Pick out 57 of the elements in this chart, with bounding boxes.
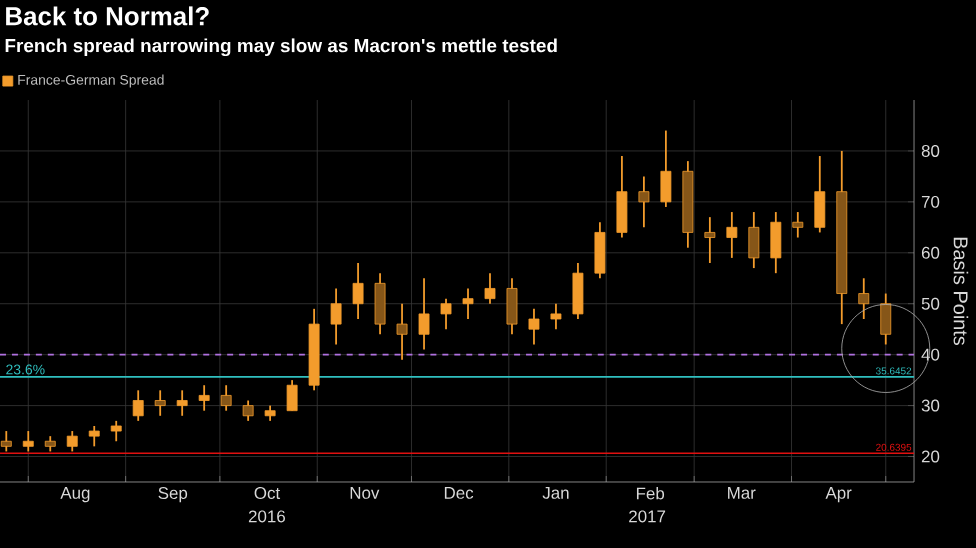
candlestick: [726, 211, 738, 259]
y-tick-label: 30: [921, 399, 940, 412]
candlestick: [528, 307, 540, 346]
candlestick: [704, 216, 716, 264]
candlestick: [330, 287, 342, 346]
candlestick: [110, 419, 122, 443]
candlestick: [154, 389, 166, 417]
candlestick: [88, 425, 100, 448]
candlestick: [550, 302, 562, 331]
x-tick-label: Feb: [636, 487, 665, 500]
candlestick: [594, 221, 606, 280]
candlestick: [176, 389, 188, 417]
candlestick: [858, 277, 870, 320]
candlestick: [418, 277, 430, 351]
y-tick-label: 70: [921, 195, 940, 208]
y-axis-title: Basis Points: [953, 237, 969, 346]
x-tick-label: Mar: [728, 487, 756, 499]
candlestick: [484, 272, 496, 305]
x-tick-label: Dec: [444, 487, 474, 499]
candlestick: [440, 297, 452, 331]
candlestick: [396, 302, 408, 361]
candlestick: [286, 379, 298, 412]
x-tick-label: Sep: [158, 487, 188, 503]
candlestick: [792, 211, 804, 239]
x-tick-label: Oct: [254, 487, 281, 500]
y-tick-label: 80: [921, 144, 940, 157]
candlestick: [242, 399, 254, 422]
x-tick-label: Nov: [350, 487, 380, 499]
candlestick: [506, 277, 518, 336]
candlestick: [572, 262, 584, 320]
candlestick: [638, 175, 650, 229]
y-tick-label: 40: [921, 348, 940, 361]
chart-title: Back to Normal?: [6, 6, 209, 26]
candlestick: [462, 287, 474, 320]
candlestick: [22, 430, 34, 453]
candlestick: [198, 384, 210, 412]
text: 2016: [248, 510, 285, 523]
candlestick: [660, 129, 672, 208]
candlestick: [352, 262, 364, 320]
candlestick: [0, 430, 12, 453]
candlestick: [220, 384, 232, 412]
candlestick: [616, 155, 628, 239]
x-tick-label: Aug: [60, 487, 90, 503]
chart-subtitle: French spread narrowing may slow as Macron's mettle tested: [5, 38, 557, 57]
text: 2017: [629, 510, 666, 523]
candlestick: [814, 155, 826, 234]
candlestick: [880, 292, 892, 346]
y-tick-label: 50: [921, 297, 940, 310]
candlestick: [770, 211, 782, 275]
y-tick-label: 20: [921, 450, 940, 463]
candlestick: [374, 272, 386, 336]
x-tick-label: Apr: [825, 487, 852, 503]
candlestick: [748, 211, 760, 269]
x-tick-label: Jan: [542, 487, 569, 499]
candlestick: [66, 430, 78, 453]
candlestick: [132, 389, 144, 422]
y-tick-label: 60: [921, 246, 940, 259]
